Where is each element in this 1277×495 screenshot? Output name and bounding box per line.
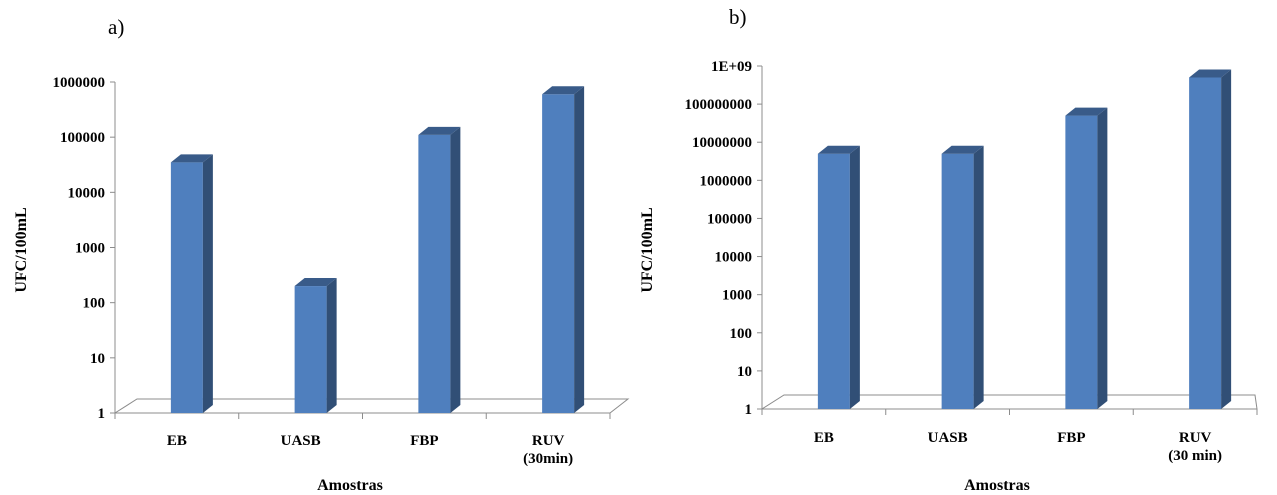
bar-top: [418, 126, 461, 135]
y-tick-label: 1000000: [700, 173, 753, 189]
chart-panel-a: a) 1 10 100 1000 10000 100000 1000000 EB UASB FBP R…: [13, 15, 630, 494]
bar-top: [941, 145, 984, 154]
bar-eb: [817, 145, 860, 409]
panel-label: b): [729, 5, 747, 29]
y-tick-label: 10: [737, 364, 752, 380]
bar-side: [574, 86, 585, 414]
y-tick-label: 10000000: [692, 135, 752, 151]
bar-side: [326, 278, 337, 413]
bar-fbp: [418, 126, 461, 413]
bar-uasb: [941, 145, 984, 409]
x-category-label: RUV: [1179, 430, 1212, 446]
bar-top: [542, 86, 585, 95]
bar-side: [450, 126, 461, 413]
y-tick-label: 10: [90, 351, 105, 367]
x-category-label: UASB: [281, 433, 321, 449]
x-category-label: RUV: [532, 433, 565, 449]
bar-front: [294, 286, 327, 413]
y-axis-title: UFC/100mL: [639, 207, 656, 292]
bar-eb: [170, 154, 213, 413]
y-tick-label: 1: [98, 406, 106, 422]
y-tick-label: 1E+09: [711, 59, 752, 75]
y-axis-title: UFC/100mL: [13, 207, 30, 292]
bar-uasb: [294, 278, 337, 413]
x-category-label: (30 min): [1168, 448, 1222, 464]
panel-label: a): [108, 15, 124, 39]
x-category-label: (30min): [523, 451, 573, 467]
y-tick-label: 10000: [68, 185, 106, 201]
bar-top: [1189, 69, 1232, 78]
y-tick-label: 1000: [75, 241, 105, 257]
y-tick-label: 100000: [60, 130, 105, 146]
chart-panel-b: b) 1 10 100 1000 10000 100000 1000000 10000000 10…: [639, 5, 1258, 494]
bar-fbp: [1065, 107, 1108, 409]
bar-side: [1097, 107, 1108, 409]
x-category-label: EB: [167, 433, 187, 449]
y-tick-label: 10000: [715, 250, 753, 266]
bar-top: [1065, 107, 1108, 116]
x-axis-title: Amostras: [317, 477, 383, 494]
x-category-label: FBP: [1057, 430, 1085, 446]
y-tick-label: 100: [730, 326, 753, 342]
x-category-label: UASB: [928, 430, 968, 446]
bar-front: [1189, 77, 1222, 409]
bar-side: [973, 145, 984, 409]
x-category-label: FBP: [410, 433, 438, 449]
bar-top: [294, 278, 337, 287]
x-category-label: EB: [814, 430, 834, 446]
bar-side: [849, 145, 860, 409]
bar-ruv: [542, 86, 585, 414]
bar-front: [817, 153, 850, 409]
y-tick-label: 100: [83, 296, 106, 312]
bar-front: [418, 134, 451, 413]
bar-top: [170, 154, 213, 163]
bar-front: [941, 153, 974, 409]
bar-ruv: [1189, 69, 1232, 409]
y-tick-label: 1000: [722, 288, 752, 304]
y-tick-label: 100000: [707, 211, 752, 227]
bar-front: [542, 94, 575, 414]
bar-side: [1221, 69, 1232, 409]
bar-front: [170, 162, 203, 413]
bar-top: [817, 145, 860, 154]
y-tick-label: 1000000: [53, 75, 106, 91]
x-axis-title: Amostras: [964, 477, 1030, 494]
y-tick-label: 1: [745, 402, 753, 418]
bar-side: [202, 154, 213, 413]
bar-front: [1065, 115, 1098, 409]
y-tick-label: 100000000: [685, 97, 753, 113]
